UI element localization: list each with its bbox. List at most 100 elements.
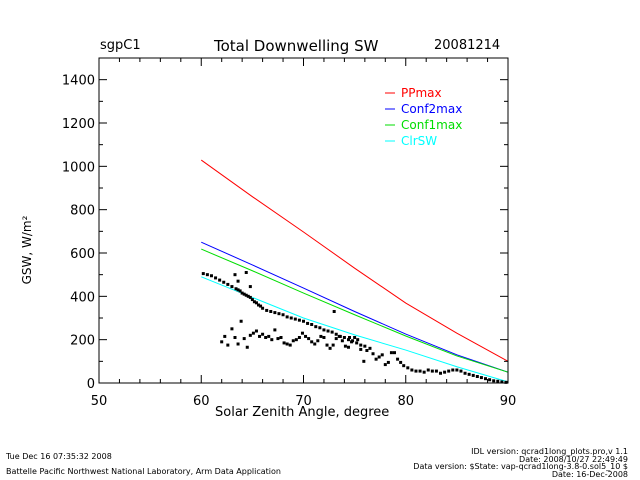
data-point xyxy=(368,346,372,350)
data-point xyxy=(492,379,496,383)
data-point xyxy=(314,325,318,329)
footer-data-date: Date: 16-Dec-2008 xyxy=(551,470,628,479)
data-point xyxy=(426,368,430,372)
series-line-conf2max xyxy=(201,241,509,373)
data-point xyxy=(479,376,483,380)
data-point xyxy=(264,336,268,339)
legend-label: PPmax xyxy=(401,86,442,100)
data-point xyxy=(251,331,255,335)
data-point xyxy=(269,310,273,313)
y-tick-label: 400 xyxy=(70,290,95,305)
data-point xyxy=(346,345,350,349)
data-point xyxy=(467,372,471,376)
data-point xyxy=(328,346,332,350)
legend-label: ClrSW xyxy=(401,134,437,148)
series-line-clrsw xyxy=(201,276,509,383)
x-tick-label: 80 xyxy=(397,394,414,409)
data-point xyxy=(281,313,285,317)
data-point xyxy=(439,371,443,375)
data-point xyxy=(222,280,226,284)
data-point xyxy=(293,317,297,321)
data-point xyxy=(201,272,205,276)
data-point xyxy=(443,370,447,374)
data-point xyxy=(316,339,320,343)
data-point xyxy=(353,336,357,339)
data-point xyxy=(359,343,363,347)
data-point xyxy=(239,319,243,323)
series-line-ppmax xyxy=(200,159,509,362)
data-point xyxy=(325,343,329,347)
data-point xyxy=(362,359,366,363)
y-tick-label: 800 xyxy=(70,204,95,219)
data-point xyxy=(355,341,359,345)
data-point xyxy=(279,336,283,339)
data-point xyxy=(356,338,360,342)
data-point xyxy=(252,300,256,304)
data-point xyxy=(209,274,213,278)
data-point xyxy=(250,298,254,302)
data-point xyxy=(310,323,314,326)
x-tick-label: 60 xyxy=(193,394,210,409)
data-point xyxy=(313,342,317,346)
data-point xyxy=(374,357,378,361)
data-point xyxy=(322,336,326,339)
y-axis-label: GSW, W/m² xyxy=(20,215,34,285)
data-point xyxy=(343,344,347,348)
data-point xyxy=(447,369,451,373)
legend: PPmax Conf2max Conf1max ClrSW xyxy=(385,86,462,148)
data-point xyxy=(297,318,301,322)
data-point xyxy=(363,344,367,348)
data-point xyxy=(346,338,350,342)
data-point xyxy=(504,380,508,384)
data-point xyxy=(331,343,335,347)
data-point xyxy=(475,375,479,378)
data-point xyxy=(430,369,434,373)
data-point xyxy=(307,337,311,341)
data-point xyxy=(406,366,410,370)
series-layer xyxy=(200,159,509,384)
data-point xyxy=(218,278,222,282)
data-point xyxy=(294,338,298,342)
y-tick-label: 1200 xyxy=(62,117,95,132)
data-point xyxy=(334,332,338,336)
data-point xyxy=(236,279,240,283)
x-tick-label: 70 xyxy=(295,394,312,409)
data-point xyxy=(371,352,375,356)
data-point xyxy=(261,332,265,336)
data-point xyxy=(223,334,227,338)
data-point xyxy=(350,340,354,344)
data-point xyxy=(318,326,322,330)
data-point xyxy=(459,369,463,373)
footer-data-version: Data version: $State: vap-qcrad1long-3.8… xyxy=(413,462,628,471)
data-point xyxy=(205,273,209,277)
data-point xyxy=(238,289,242,293)
data-point xyxy=(330,330,334,334)
data-point xyxy=(291,339,295,343)
data-point xyxy=(455,368,459,372)
data-point xyxy=(258,334,262,338)
data-point xyxy=(396,357,400,361)
footer-organization: Battelle Pacific Northwest National Labo… xyxy=(6,467,281,476)
data-point xyxy=(342,336,346,339)
y-tick-label: 600 xyxy=(70,247,95,262)
ticks-layer: 50 60 70 80 90 0 200 400 600 800 1000 1200 1400 xyxy=(62,57,517,409)
legend-label: Conf1max xyxy=(401,118,462,132)
data-point xyxy=(226,343,230,347)
data-point xyxy=(265,308,269,312)
data-point xyxy=(276,337,280,341)
data-point xyxy=(484,377,488,381)
data-point xyxy=(244,293,248,297)
data-point xyxy=(236,342,240,346)
data-point xyxy=(273,311,277,315)
data-point xyxy=(261,306,265,310)
footer-idl-date: Date: 2008/10/27 22:49:49 xyxy=(519,455,628,464)
data-point xyxy=(240,291,244,295)
chart-title: Total Downwelling SW xyxy=(214,37,379,55)
data-point xyxy=(300,331,304,335)
data-point xyxy=(244,271,248,274)
data-point xyxy=(393,351,397,355)
legend-label: Conf2max xyxy=(401,102,462,116)
x-tick-label: 90 xyxy=(500,394,517,409)
y-tick-label: 200 xyxy=(70,334,95,349)
